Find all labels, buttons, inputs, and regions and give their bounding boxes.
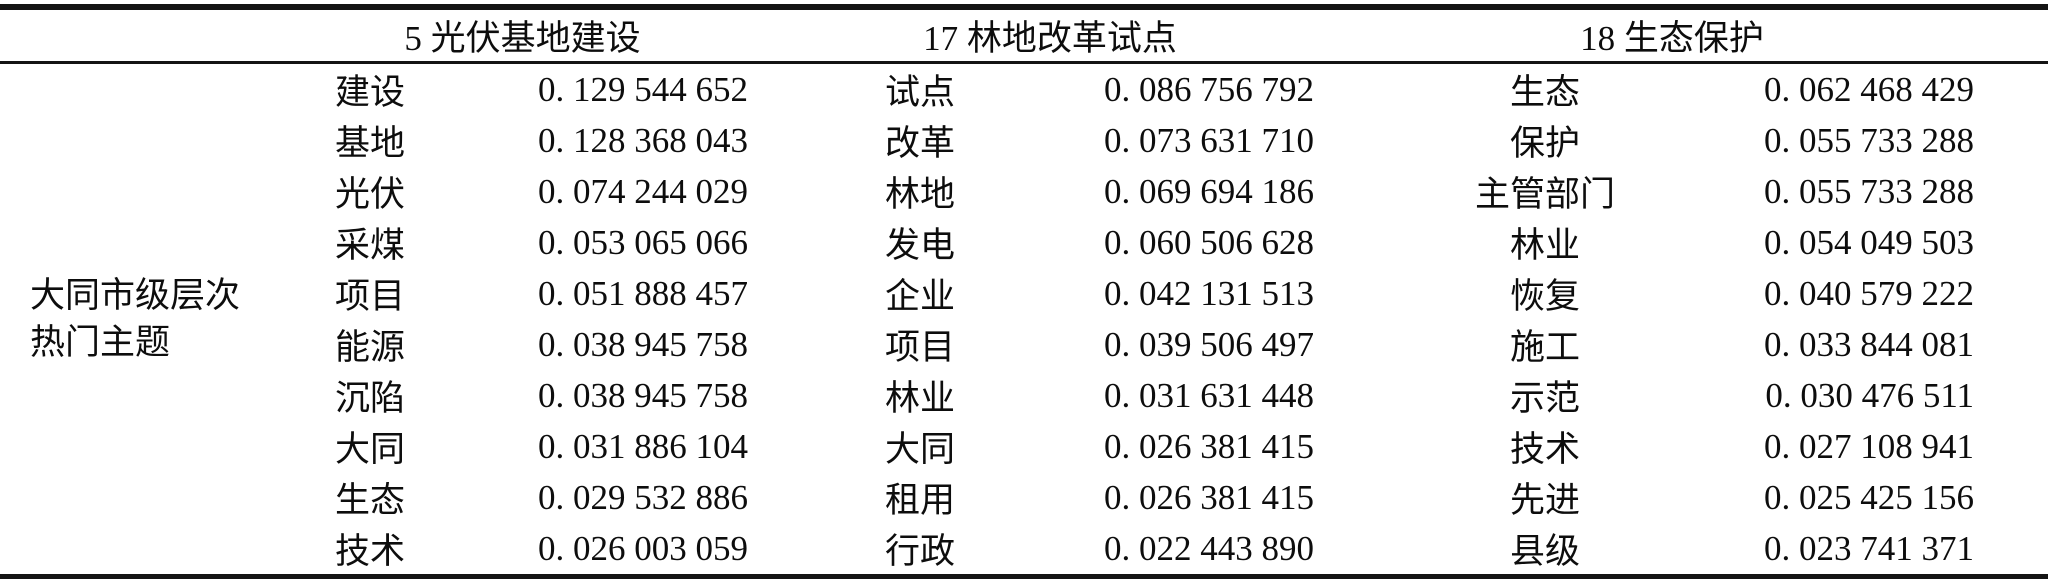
- group-header-topic-17: 17 林地改革试点: [800, 7, 1381, 64]
- value-cell: 0. 026 381 415: [1104, 477, 1315, 517]
- keyword-cell: 恢复: [1510, 277, 1581, 316]
- value-cell: 0. 030 476 511: [1765, 375, 1975, 415]
- value-cell: 0. 055 733 288: [1764, 120, 1975, 160]
- value-cell: 0. 022 443 890: [1104, 528, 1315, 568]
- keyword-cell: 能源: [334, 328, 405, 367]
- keyword-cell: 试点: [885, 73, 956, 112]
- keyword-cell: 生态: [334, 481, 405, 520]
- keyword-cell: 林业: [885, 379, 956, 418]
- value-cell: 0. 060 506 628: [1104, 222, 1315, 262]
- keyword-cell: 主管部门: [1475, 175, 1616, 214]
- value-cell: 0. 031 631 448: [1104, 375, 1315, 415]
- keyword-cell: 行政: [885, 532, 956, 571]
- header-row: 5 光伏基地建设 17 林地改革试点 18 生态保护: [0, 7, 2048, 64]
- group-header-topic-5: 5 光伏基地建设: [300, 7, 801, 64]
- value-cell: 0. 023 741 371: [1764, 528, 1975, 568]
- value-cell: 0. 128 368 043: [538, 120, 749, 160]
- keyword-cell: 技术: [1510, 430, 1581, 469]
- value-cell: 0. 042 131 513: [1104, 273, 1315, 313]
- keyword-cell: 改革: [885, 124, 956, 163]
- row-group-label-line2: 热门主题: [30, 323, 171, 362]
- keyword-cell: 发电: [885, 226, 956, 265]
- keyword-cell: 示范: [1510, 379, 1581, 418]
- keyword-cell: 大同: [885, 430, 956, 469]
- value-cell: 0. 040 579 222: [1764, 273, 1975, 313]
- value-cell: 0. 053 065 066: [538, 222, 749, 262]
- keyword-cell: 光伏: [334, 175, 405, 214]
- value-cell: 0. 029 532 886: [538, 477, 749, 517]
- value-cell: 0. 038 945 758: [538, 375, 749, 415]
- value-cell: 0. 039 506 497: [1104, 324, 1315, 364]
- table-row: 大同 0. 031 886 104 大同 0. 026 381 415 技术 0…: [0, 421, 2048, 472]
- table-row: 沉陷 0. 038 945 758 林业 0. 031 631 448 示范 0…: [0, 370, 2048, 421]
- keyword-cell: 先进: [1510, 481, 1581, 520]
- value-cell: 0. 033 844 081: [1764, 324, 1975, 364]
- value-cell: 0. 069 694 186: [1104, 171, 1315, 211]
- hot-topics-table: 5 光伏基地建设 17 林地改革试点 18 生态保护 大同市级层次 热门主题 建…: [0, 4, 2048, 579]
- keyword-cell: 生态: [1510, 73, 1581, 112]
- value-cell: 0. 129 544 652: [538, 69, 749, 109]
- value-cell: 0. 038 945 758: [538, 324, 749, 364]
- keyword-cell: 企业: [885, 277, 956, 316]
- value-cell: 0. 051 888 457: [538, 273, 749, 313]
- value-cell: 0. 025 425 156: [1764, 477, 1975, 517]
- table-row: 大同市级层次 热门主题 建设 0. 129 544 652 试点 0. 086 …: [0, 63, 2048, 363]
- keyword-cell: 项目: [334, 277, 405, 316]
- table-row: 生态 0. 029 532 886 租用 0. 026 381 415 先进 0…: [0, 472, 2048, 523]
- value-cell: 0. 055 733 288: [1764, 171, 1975, 211]
- row-group-label-line1: 大同市级层次: [30, 276, 241, 315]
- value-cell: 0. 086 756 792: [1104, 69, 1315, 109]
- keyword-cell: 租用: [885, 481, 956, 520]
- header-spacer: [0, 7, 300, 64]
- value-cell: 0. 054 049 503: [1764, 222, 1975, 262]
- value-cell: 0. 026 381 415: [1104, 426, 1315, 466]
- keyword-cell: 沉陷: [334, 379, 405, 418]
- keyword-cell: 施工: [1510, 328, 1581, 367]
- keyword-cell: 林业: [1510, 226, 1581, 265]
- keyword-cell: 技术: [334, 532, 405, 571]
- value-cell: 0. 027 108 941: [1764, 426, 1975, 466]
- keyword-cell: 县级: [1510, 532, 1581, 571]
- table-row: 能源 0. 038 945 758 项目 0. 039 506 497 施工 0…: [0, 319, 2048, 370]
- keyword-cell: 大同: [334, 430, 405, 469]
- value-cell: 0. 074 244 029: [538, 171, 749, 211]
- keyword-cell: 林地: [885, 175, 956, 214]
- keyword-cell: 基地: [334, 124, 405, 163]
- value-cell: 0. 031 886 104: [538, 426, 749, 466]
- row-group-label: 大同市级层次 热门主题: [0, 63, 300, 577]
- value-cell: 0. 073 631 710: [1104, 120, 1315, 160]
- keyword-cell: 采煤: [334, 226, 405, 265]
- table-row: 项目 0. 051 888 457 企业 0. 042 131 513 恢复 0…: [0, 268, 2048, 319]
- table-row: 采煤 0. 053 065 066 发电 0. 060 506 628 林业 0…: [0, 217, 2048, 268]
- keyword-cell: 保护: [1510, 124, 1581, 163]
- value-cell: 0. 062 468 429: [1764, 69, 1975, 109]
- group-header-topic-18: 18 生态保护: [1380, 7, 2048, 64]
- table-row: 技术 0. 026 003 059 行政 0. 022 443 890 县级 0…: [0, 523, 2048, 577]
- value-cell: 0. 026 003 059: [538, 528, 749, 568]
- table-row: 光伏 0. 074 244 029 林地 0. 069 694 186 主管部门…: [0, 166, 2048, 217]
- keyword-cell: 建设: [334, 73, 405, 112]
- table-row: 基地 0. 128 368 043 改革 0. 073 631 710 保护 0…: [0, 115, 2048, 166]
- keyword-cell: 项目: [885, 328, 956, 367]
